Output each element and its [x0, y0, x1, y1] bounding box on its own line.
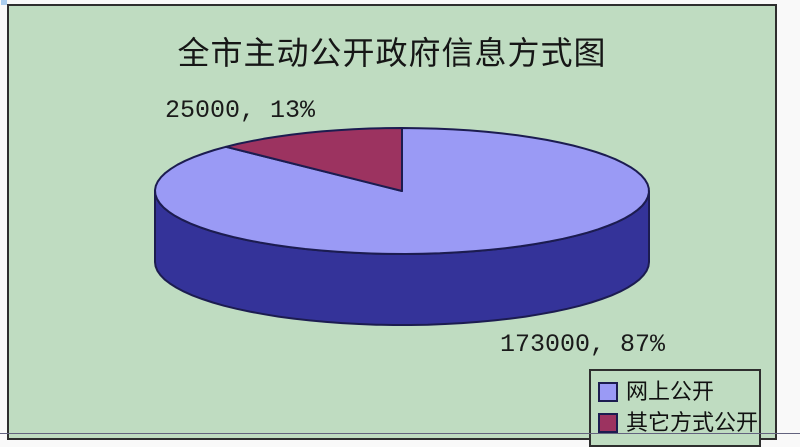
- data-label-other: 25000, 13%: [165, 96, 316, 125]
- legend-label-other: 其它方式公开: [626, 409, 759, 435]
- data-label-online: 173000, 87%: [500, 330, 666, 359]
- legend: 网上公开 其它方式公开: [589, 369, 761, 447]
- legend-swatch-online-icon: [598, 381, 618, 402]
- chart-title: 全市主动公开政府信息方式图: [177, 35, 607, 71]
- pie-chart: [154, 127, 650, 326]
- legend-label-online: 网上公开: [626, 378, 715, 404]
- chart-area: 全市主动公开政府信息方式图 25000, 13% 173000, 87% 网上公…: [7, 4, 777, 447]
- pie-slice-other: [225, 127, 403, 192]
- legend-item-other: 其它方式公开: [598, 407, 759, 438]
- screen-corner-artifact: [1, 0, 7, 5]
- legend-item-online: 网上公开: [598, 376, 759, 407]
- legend-swatch-other-icon: [598, 412, 618, 433]
